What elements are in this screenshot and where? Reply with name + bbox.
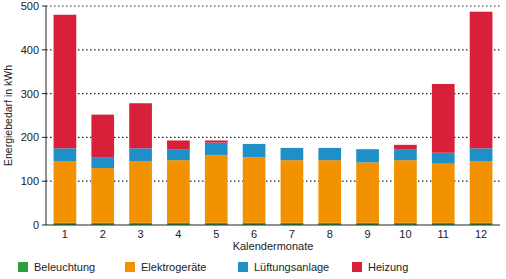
bar-segment [394,150,417,161]
legend-swatch [352,262,362,272]
bar-segment [205,143,228,155]
bar-segment [91,168,114,223]
tick-label: 4 [175,228,181,240]
bar-segment [318,160,341,223]
tick-label: 5 [213,228,219,240]
bar-segment [167,160,190,223]
bar-segment [205,155,228,223]
bar-segment [356,149,379,150]
bar-segment [243,144,266,157]
bar-segment [205,140,228,142]
bar-segment [167,140,190,149]
tick-mark [42,6,46,7]
bar-segment [243,157,266,223]
legend-label: Beleuchtung [34,261,95,273]
bar-segment [54,15,77,149]
legend-swatch [125,262,135,272]
tick-label: 300 [21,88,39,100]
legend-label: Elektrogeräte [141,261,206,273]
bar-segment [470,12,493,149]
grid-line [46,49,500,50]
bar-segment [129,148,152,161]
bar-segment [91,157,114,168]
legend-label: Heizung [368,261,408,273]
bar-segment [167,150,190,161]
tick-label: 7 [289,228,295,240]
legend-label: Lüftungsanlage [254,261,329,273]
bars [54,12,493,225]
tick-label: 200 [21,131,39,143]
tick-label: 0 [33,219,39,231]
bar-segment [281,160,304,223]
chart: 0100200300400500123456789101112Kalenderm… [0,0,506,279]
bar-segment [54,148,77,161]
y-axis-label: Energiebedarf in kWh [2,65,14,166]
tick-label: 500 [21,0,39,12]
bar-segment [356,149,379,162]
x-axis-label: Kalendermonate [233,240,314,252]
bar-segment [470,148,493,161]
tick-label: 400 [21,44,39,56]
bar-segment [54,161,77,222]
bar-segment [470,161,493,222]
tick-mark [42,225,46,226]
tick-label: 11 [438,228,449,240]
tick-label: 12 [475,228,487,240]
bar-segment [356,162,379,222]
legend-swatch [238,262,248,272]
tick-mark [42,137,46,138]
bar-segment [432,164,455,223]
tick-label: 3 [138,228,144,240]
bar-segment [432,84,455,153]
bar-segment [281,148,304,160]
bar-segment [318,147,341,148]
tick-mark [42,93,46,94]
tick-mark [42,49,46,50]
bar-segment [318,148,341,160]
tick-mark [42,181,46,182]
tick-label: 9 [365,228,371,240]
tick-label: 6 [251,228,257,240]
bar-segment [243,143,266,144]
legend-swatch [18,262,28,272]
bar-segment [91,115,114,157]
bar-segment [394,145,417,150]
bar-segment [281,147,304,148]
grid-line [46,5,500,6]
bar-segment [432,153,455,164]
tick-label: 100 [21,175,39,187]
tick-label: 8 [327,228,333,240]
bar-segment [129,103,152,148]
bar-segment [129,161,152,222]
tick-label: 2 [100,228,106,240]
bar-segment [394,160,417,223]
tick-label: 10 [399,228,411,240]
x-axis [46,224,500,225]
tick-label: 1 [62,228,68,240]
y-axis [46,6,47,225]
